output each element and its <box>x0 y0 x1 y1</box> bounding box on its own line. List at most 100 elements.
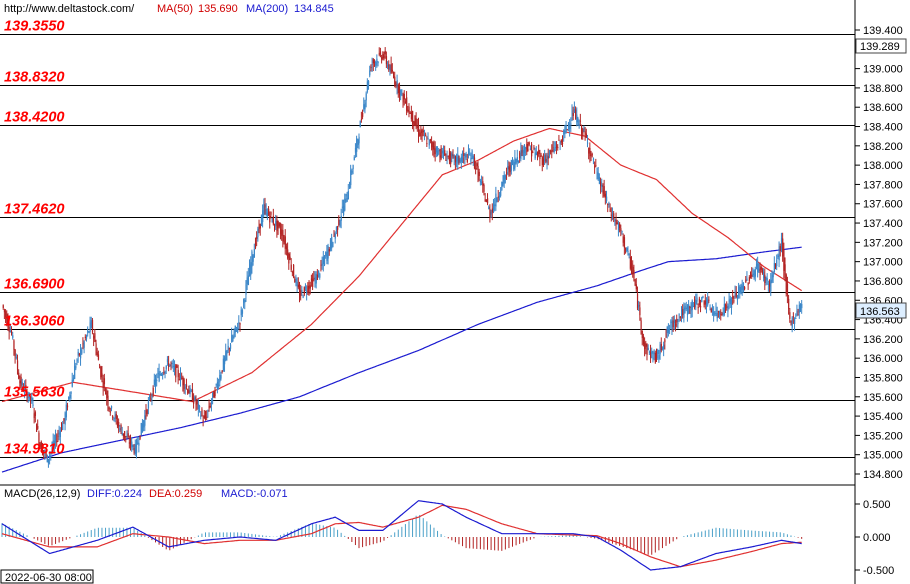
candle-body <box>264 204 266 208</box>
candle-body <box>613 213 615 220</box>
candle-body <box>285 246 288 249</box>
candle-body <box>571 110 573 121</box>
candle-body <box>750 274 752 277</box>
candle-body <box>615 219 617 225</box>
candle-body <box>695 300 697 304</box>
candle-body <box>64 413 66 425</box>
candle-body <box>70 391 72 394</box>
candle-body <box>30 396 32 401</box>
candle-body <box>625 248 627 250</box>
candle-body <box>26 391 28 400</box>
candle-body <box>321 263 323 266</box>
macd-axis[interactable]: 0.500 0.000 -0.500 <box>855 499 894 577</box>
candle-body <box>160 374 163 376</box>
price-tick-label: 136.200 <box>863 334 903 346</box>
candle-body <box>736 295 739 300</box>
candle-body <box>310 278 313 282</box>
candle-body <box>627 250 629 253</box>
candle-body <box>34 412 37 416</box>
candle-body <box>607 203 609 206</box>
candle-body <box>343 205 345 216</box>
candle-body <box>307 285 309 293</box>
candle-body <box>389 65 391 72</box>
candle-body <box>541 157 543 166</box>
svg-text:136.563: 136.563 <box>860 306 900 318</box>
candle-body <box>544 155 546 162</box>
candle-body <box>84 336 86 338</box>
candle-body <box>713 311 715 316</box>
candle-body <box>199 406 201 408</box>
candle-body <box>758 269 760 271</box>
candle-body <box>472 156 474 159</box>
price-axis[interactable]: 139.400139.200139.000138.800138.600138.4… <box>855 25 903 481</box>
candle-body <box>38 432 40 445</box>
candle-body <box>322 256 324 264</box>
candle-body <box>708 299 710 301</box>
candle-body <box>232 336 234 341</box>
candle-body <box>281 229 283 236</box>
candle-body <box>369 70 371 76</box>
candle-body <box>691 300 693 310</box>
candle-body <box>124 431 126 438</box>
candle-body <box>364 102 366 110</box>
candle-body <box>654 352 657 363</box>
source-url[interactable]: http://www.deltastock.com/ <box>4 3 135 15</box>
candle-body <box>265 208 267 215</box>
candle-body <box>797 314 799 316</box>
candle-body <box>282 230 284 242</box>
candle-body <box>550 150 552 153</box>
candle-body <box>363 104 365 110</box>
candle-body <box>119 428 121 431</box>
candle-body <box>256 236 258 240</box>
candle-body <box>397 84 399 94</box>
candle-body <box>247 275 250 286</box>
candle-body <box>683 307 685 318</box>
candle-body <box>12 335 14 338</box>
candle-body <box>177 369 179 378</box>
candle-body <box>315 273 317 284</box>
candle-body <box>143 420 145 428</box>
candle-body <box>771 275 773 282</box>
candle-body <box>714 313 716 315</box>
candle-body <box>491 208 493 213</box>
candle-body <box>470 157 472 162</box>
candle-body <box>224 357 226 365</box>
candle-body <box>150 398 152 400</box>
candle-body <box>484 199 486 202</box>
candle-body <box>118 421 120 427</box>
candle-body <box>734 292 736 297</box>
candle-body <box>141 423 144 432</box>
candle-body <box>116 421 119 427</box>
candle-body <box>799 303 802 307</box>
candle-body <box>746 278 748 281</box>
candle-body <box>450 153 452 164</box>
candle-body <box>197 403 200 410</box>
candle-body <box>469 154 471 156</box>
candle-body <box>772 272 774 278</box>
current-price-marker: 136.563 <box>855 302 907 319</box>
candle-body <box>432 142 434 150</box>
candle-body <box>240 309 242 316</box>
candle-body <box>448 151 451 161</box>
candle-body <box>765 277 767 280</box>
macd-histogram <box>1 514 803 555</box>
candle-body <box>166 359 169 362</box>
price-tick-label: 137.400 <box>863 218 903 230</box>
candle-body <box>688 304 690 314</box>
candle-body <box>237 328 239 333</box>
candle-body <box>616 222 618 225</box>
candle-body <box>333 232 335 236</box>
candle-body <box>650 352 652 358</box>
candle-body <box>641 330 643 339</box>
candle-body <box>513 161 515 170</box>
level-label: 134.9810 <box>4 442 64 458</box>
candle-body <box>680 313 683 318</box>
candle-body <box>481 182 483 184</box>
candle-body <box>709 309 711 311</box>
candle-body <box>159 373 161 375</box>
candle-body <box>220 374 222 379</box>
candle-body <box>704 300 706 305</box>
candle-body <box>626 247 628 252</box>
candle-body <box>540 154 542 156</box>
